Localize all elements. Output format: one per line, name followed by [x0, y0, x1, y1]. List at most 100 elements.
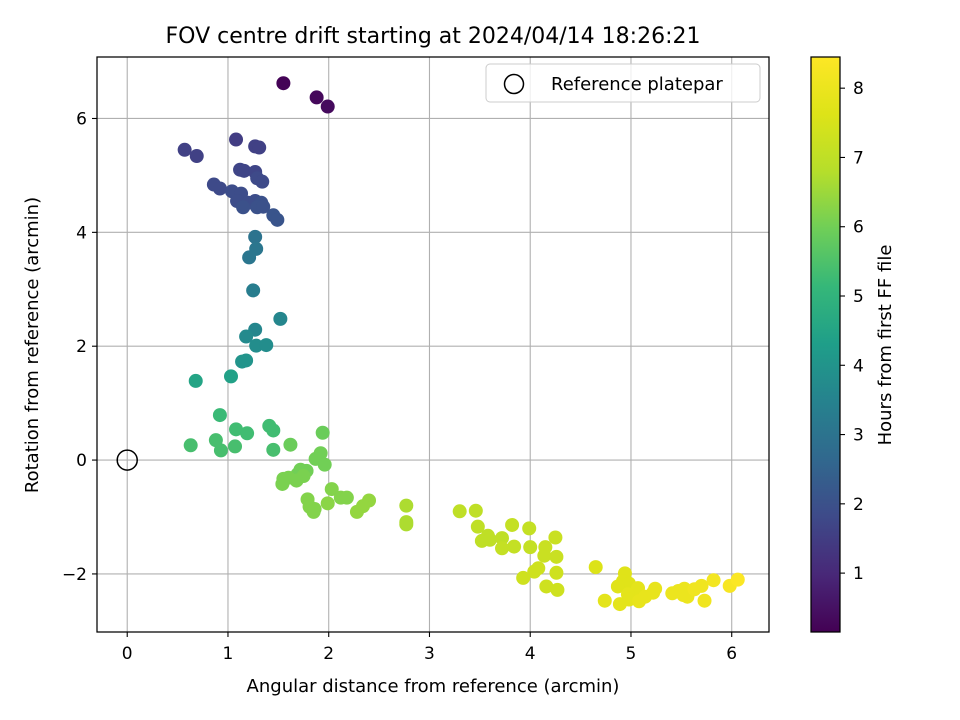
data-points — [177, 76, 745, 612]
data-point — [239, 329, 254, 344]
x-tick-label: 2 — [323, 644, 334, 664]
data-point — [482, 532, 497, 547]
data-point — [527, 564, 542, 579]
data-point — [317, 457, 332, 472]
data-point — [588, 560, 603, 575]
data-point — [188, 373, 203, 388]
x-tick-label: 0 — [122, 644, 133, 664]
data-point — [468, 503, 483, 518]
data-point — [399, 498, 414, 513]
data-point — [612, 597, 627, 612]
data-point — [183, 438, 198, 453]
data-point — [694, 578, 709, 593]
data-point — [223, 369, 238, 384]
data-point — [452, 504, 467, 519]
reference-point — [116, 449, 138, 471]
data-point — [339, 490, 354, 505]
data-point — [283, 437, 298, 452]
y-axis-ticks: −2 0 2 4 6 — [62, 109, 97, 585]
colorbar-tick-label: 5 — [853, 287, 864, 307]
data-point — [189, 149, 204, 164]
x-tick-label: 6 — [726, 644, 737, 664]
x-tick-label: 5 — [626, 644, 637, 664]
data-point — [266, 442, 281, 457]
grid-lines — [97, 57, 769, 632]
data-point — [539, 579, 554, 594]
data-point — [212, 408, 227, 423]
data-point — [249, 338, 264, 353]
data-point — [259, 338, 274, 353]
data-point — [242, 250, 257, 265]
data-point — [246, 283, 261, 298]
legend-label-reference: Reference platepar — [551, 74, 723, 95]
data-point — [256, 199, 271, 214]
data-point — [240, 426, 255, 441]
data-point — [255, 174, 270, 189]
data-point — [228, 439, 243, 454]
data-point — [237, 163, 252, 178]
data-point — [266, 423, 281, 438]
chart-title: FOV centre drift starting at 2024/04/14 … — [166, 24, 701, 49]
x-tick-label: 4 — [525, 644, 536, 664]
data-point — [289, 473, 304, 488]
colorbar-tick-label: 7 — [853, 148, 864, 168]
colorbar-gradient — [810, 56, 841, 633]
data-point — [229, 422, 244, 437]
data-point — [236, 200, 251, 215]
x-axis-label: Angular distance from reference (arcmin) — [247, 676, 620, 697]
colorbar-tick-label: 8 — [853, 79, 864, 99]
data-point — [523, 540, 538, 555]
y-axis-label: Rotation from reference (arcmin) — [22, 197, 43, 493]
data-point — [276, 76, 291, 91]
data-point — [495, 541, 510, 556]
data-point — [320, 99, 335, 114]
data-point — [399, 517, 414, 532]
data-point — [522, 521, 537, 536]
colorbar-tick-label: 4 — [853, 356, 864, 376]
colorbar-tick-label: 3 — [853, 426, 864, 446]
y-tick-label: −2 — [62, 565, 87, 585]
data-point — [309, 90, 324, 105]
y-tick-label: 0 — [76, 451, 87, 471]
data-point — [229, 132, 244, 147]
data-point — [548, 530, 563, 545]
data-point — [275, 476, 290, 491]
data-point — [470, 519, 485, 534]
data-point — [270, 212, 285, 227]
y-tick-label: 4 — [76, 223, 87, 243]
data-point — [597, 593, 612, 608]
legend-reference-marker — [503, 73, 525, 95]
data-point — [273, 311, 288, 326]
colorbar-label: Hours from first FF file — [875, 245, 896, 446]
data-point — [505, 517, 520, 532]
y-tick-label: 2 — [76, 337, 87, 357]
y-tick-label: 6 — [76, 109, 87, 129]
data-point — [537, 548, 552, 563]
data-point — [507, 539, 522, 554]
data-point — [213, 443, 228, 458]
colorbar-ticks: 1 2 3 4 5 6 7 8 — [840, 79, 864, 584]
data-point — [706, 573, 721, 588]
data-point — [315, 425, 330, 440]
data-point — [212, 181, 227, 196]
data-point — [239, 353, 254, 368]
data-point — [549, 565, 564, 580]
data-point — [349, 504, 364, 519]
data-point — [549, 549, 564, 564]
data-point — [177, 142, 192, 157]
data-point — [248, 229, 263, 244]
legend: Reference platepar — [485, 63, 761, 103]
data-point — [324, 482, 339, 497]
colorbar-tick-label: 6 — [853, 218, 864, 238]
data-point — [306, 504, 321, 519]
legend-box — [485, 63, 761, 103]
data-point — [550, 582, 565, 597]
plot-frame — [96, 56, 770, 633]
x-tick-label: 1 — [223, 644, 234, 664]
data-point — [320, 496, 335, 511]
data-point — [252, 140, 267, 155]
x-axis-ticks: 0 1 2 3 4 5 6 — [122, 632, 737, 664]
colorbar-tick-label: 1 — [853, 564, 864, 584]
data-point — [610, 579, 625, 594]
